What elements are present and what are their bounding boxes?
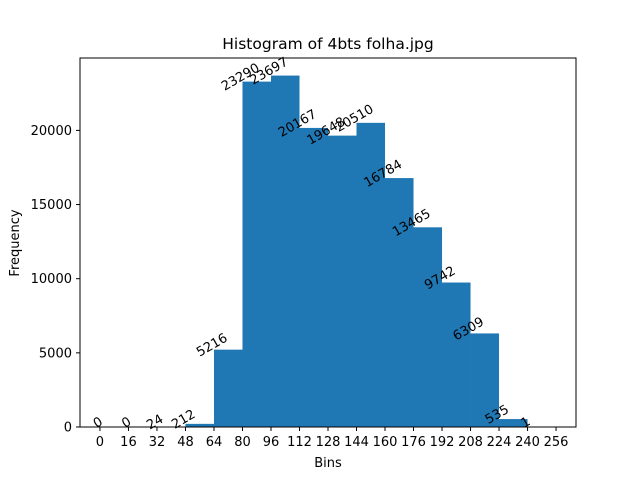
x-tick-label: 256 xyxy=(544,435,569,450)
y-tick-label: 15000 xyxy=(31,198,72,213)
y-tick-label: 0 xyxy=(64,421,72,436)
x-tick-label: 64 xyxy=(206,435,223,450)
y-tick-label: 20000 xyxy=(31,124,72,139)
histogram-bar xyxy=(299,127,328,428)
chart-title: Histogram of 4bts folha.jpg xyxy=(222,35,433,53)
histogram-bar xyxy=(242,81,271,428)
y-tick-label: 10000 xyxy=(31,272,72,287)
histogram-bar xyxy=(413,227,443,427)
x-tick-label: 176 xyxy=(401,435,426,450)
bar-value-label: 212 xyxy=(169,407,198,432)
bar-value-label: 1 xyxy=(518,414,533,431)
x-tick-label: 160 xyxy=(373,435,398,450)
x-tick-label: 112 xyxy=(287,435,312,450)
bar-value-label: 24 xyxy=(144,412,166,433)
histogram-bar xyxy=(442,282,471,427)
x-tick-label: 192 xyxy=(430,435,455,450)
x-tick-label: 224 xyxy=(487,435,512,450)
x-tick-label: 96 xyxy=(263,435,280,450)
y-tick-label: 5000 xyxy=(39,346,72,361)
x-tick-label: 48 xyxy=(177,435,194,450)
x-tick-label: 16 xyxy=(120,435,137,450)
y-axis-label: Frequency xyxy=(8,209,23,276)
y-axis-ticks: 0 5000 10000 15000 20000 xyxy=(31,124,80,436)
histogram-bar xyxy=(270,75,300,427)
bars-layer xyxy=(156,75,557,428)
bar-value-label: 0 xyxy=(119,414,134,431)
x-tick-label: 144 xyxy=(344,435,369,450)
x-tick-label: 240 xyxy=(515,435,540,450)
histogram-bar xyxy=(499,419,528,427)
x-axis-ticks: 0 16 32 48 64 80 96 112 128 144 160 176 192 208 224 240… xyxy=(96,427,569,450)
histogram-bar xyxy=(385,178,414,427)
x-tick-label: 208 xyxy=(458,435,483,450)
x-tick-label: 32 xyxy=(149,435,166,450)
histogram-bar xyxy=(185,423,214,427)
bar-value-label: 0 xyxy=(91,414,106,431)
histogram-bar xyxy=(328,135,357,427)
histogram-bar xyxy=(213,349,243,427)
histogram-bar xyxy=(470,333,500,427)
x-tick-label: 80 xyxy=(234,435,251,450)
x-tick-label: 0 xyxy=(96,435,104,450)
x-axis-label: Bins xyxy=(314,456,342,471)
x-tick-label: 128 xyxy=(316,435,341,450)
histogram-bar xyxy=(356,122,386,427)
